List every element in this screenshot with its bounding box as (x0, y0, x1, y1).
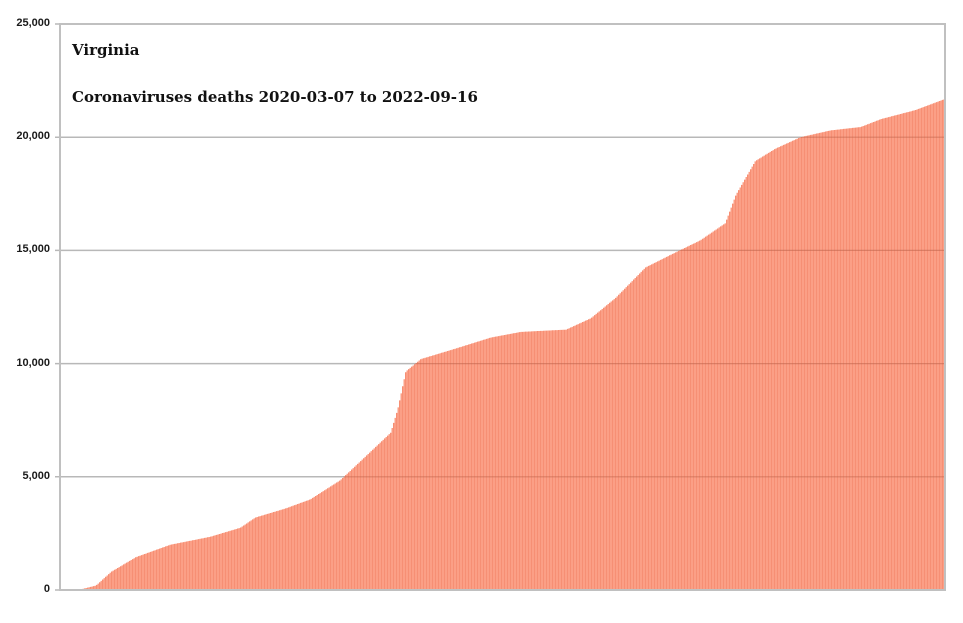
plot-frame (59, 23, 946, 591)
y-tick-label: 20,000 (16, 130, 50, 143)
data-bars (60, 98, 945, 590)
chart-subtitle: Coronaviruses deaths 2020-03-07 to 2022-… (72, 88, 478, 106)
chart-title: Virginia (72, 41, 140, 59)
y-tick-label: 10,000 (16, 356, 50, 369)
y-tick-label: 5,000 (22, 469, 50, 482)
y-tick-label: 0 (43, 583, 50, 595)
y-tick-label: 25,000 (16, 17, 50, 29)
y-tick-label: 15,000 (16, 243, 50, 256)
